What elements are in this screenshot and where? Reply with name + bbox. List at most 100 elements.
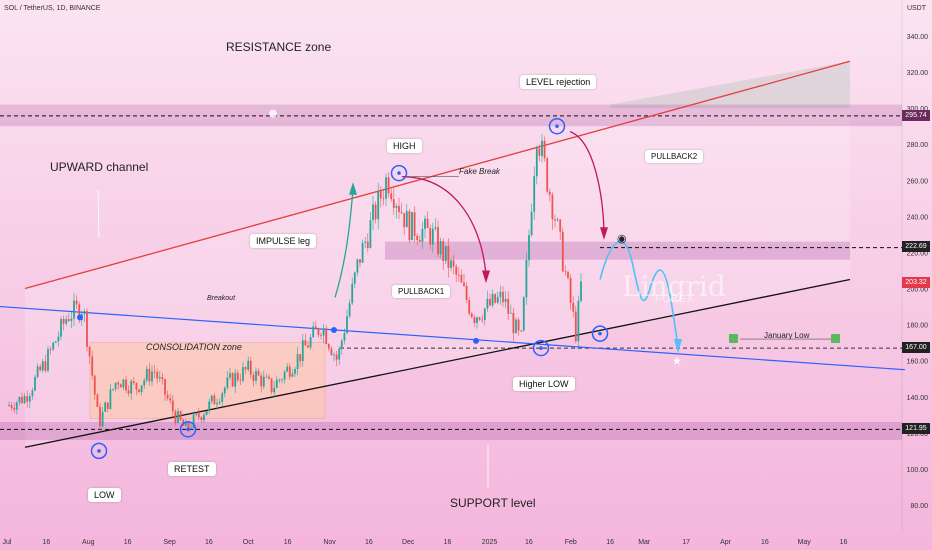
candle-body [351,283,354,304]
candle-body [23,396,26,404]
candle-body [171,400,174,412]
candle-body [73,300,75,319]
candle-body [255,370,257,381]
candle-body [470,313,473,318]
candle-body [218,401,221,404]
x-tick-label: Dec [402,539,415,546]
candle-body [153,371,156,373]
candle-body [288,366,291,377]
candle-body [41,361,44,371]
pullback2-arrow [569,130,605,231]
candle-body [502,291,504,303]
candle-body [567,272,569,279]
low-circle-dot [97,449,101,453]
candle-body [538,148,541,156]
pullback1-arrow [401,176,487,275]
candle-body [447,246,450,268]
level-rejection-circle-dot [555,124,559,128]
candle-body [359,259,361,263]
candle-body [99,406,101,427]
candle-body [213,395,216,405]
candle-body [335,354,338,360]
candle-body [283,371,286,380]
candle-body [468,299,471,314]
x-tick-label: 16 [444,539,452,546]
retest-circle-dot [186,427,190,432]
candle-body [535,148,538,177]
candle-body [463,282,465,287]
candle-body [28,396,31,402]
y-tick-label: 320.00 [907,70,929,77]
candle-body [473,317,476,323]
check-icon-right [831,334,840,344]
candle-body [554,219,556,221]
candle-body [322,328,325,336]
level-rejection-label: LEVEL rejection [520,75,597,89]
breakout-label: Breakout [207,295,236,302]
candle-body [286,366,289,372]
candle-body [356,259,359,273]
x-tick-label: 16 [525,539,533,546]
candle-body [429,227,432,245]
candle-body [496,297,499,303]
pullback1-arrowhead [482,270,490,284]
candle-body [528,235,530,261]
candle-body [179,411,182,420]
consolidation-label: CONSOLIDATION zone [146,342,242,352]
breakout-dot-2 [331,327,337,334]
candle-body [411,212,413,241]
support-label: SUPPORT level [450,496,536,510]
price-tag-121: 121.95 [902,423,930,434]
candle-body [483,308,486,320]
candle-body [515,319,517,334]
candle-body [210,395,213,402]
candle-body [556,219,559,221]
x-tick-label: Apr [720,539,732,546]
candle-body [86,311,88,347]
candle-body [504,298,507,303]
candle-body [119,384,122,388]
candle-body [517,319,520,331]
candle-body [265,376,268,378]
candle-body [400,212,403,214]
candle-body [299,354,302,362]
x-tick-label: 16 [606,539,614,546]
candle-body [21,396,23,404]
symbol-header: SOL / TetherUS, 1D, BINANCE [4,5,101,12]
candle-body [127,390,130,394]
price-tag-167: 167.00 [902,342,930,353]
candle-body [112,389,114,390]
upward-channel-label: UPWARD channel [50,160,149,174]
candle-body [369,220,372,248]
price-tag-203: 203.32 [902,277,930,288]
candle-body [346,316,348,334]
low-label: LOW [88,488,121,502]
candle-body [156,372,159,379]
x-tick-label: 16 [205,539,213,546]
candle-body [520,330,523,332]
candle-body [192,414,195,428]
feb-low-circle-dot [598,331,602,336]
candle-body [216,403,218,405]
candle-body [343,333,346,341]
x-tick-label: Mar [638,539,651,546]
breakout-dot-3 [473,337,479,344]
candle-body [104,402,107,412]
candle-body [525,260,528,298]
candle-body [236,372,239,380]
candle-body [541,140,543,156]
candle-body [26,396,29,402]
candle-body [476,317,478,323]
candle-body [257,370,260,376]
y-tick-label: 200.00 [907,287,929,294]
candle-body [507,298,510,314]
retest-label: RETEST [168,462,216,476]
candle-body [405,211,408,228]
candle-body [229,373,231,378]
candle-body [158,377,161,379]
candle-body [234,372,237,387]
candle-body [161,377,164,380]
candle-body [486,298,489,309]
